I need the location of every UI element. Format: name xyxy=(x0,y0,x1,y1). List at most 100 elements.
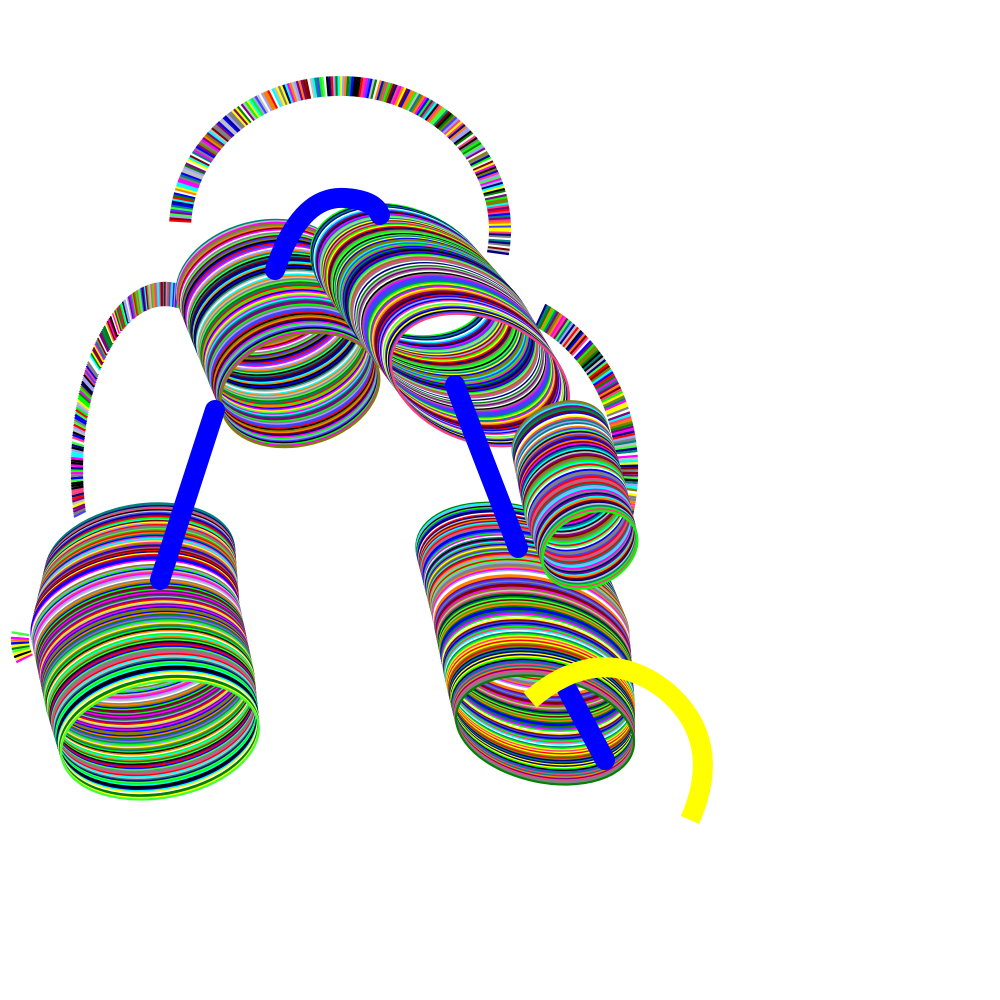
ribbon-loop-right-arc-stripe xyxy=(554,319,571,341)
ribbon-loop-left-arc-stripe xyxy=(70,459,84,463)
ribbon-loop-right-arc-stripe xyxy=(608,413,631,424)
ribbon-loop-stripe xyxy=(244,100,259,119)
ribbon-loop-stripe xyxy=(397,88,409,108)
ribbon-loop-right-arc-stripe xyxy=(546,312,561,335)
ribbon-loop-stripe xyxy=(186,160,208,172)
ribbon-loop-stripe xyxy=(219,119,237,136)
ribbon-loop-stripe xyxy=(345,76,350,97)
ribbon-loop-stripe xyxy=(464,145,485,159)
ribbon-loop-stripe xyxy=(170,210,193,216)
ribbon-loop-left-arc-stripe xyxy=(87,360,99,377)
ribbon-loop-stripe xyxy=(456,133,475,148)
ribbon-loop-stripe xyxy=(426,104,442,123)
ribbon-loop-left-arc-stripe xyxy=(111,312,121,334)
ribbon-loop-left-arc-stripe xyxy=(77,396,91,408)
ribbon-loop-stripe xyxy=(436,112,453,130)
ribbon-loop-stripe xyxy=(412,95,426,115)
ribbon-loop-stripe xyxy=(487,249,510,256)
ribbon-loop-right-arc-stripe xyxy=(597,381,620,396)
ribbon-loop-stripe xyxy=(191,151,213,164)
ribbon-loop-stripe xyxy=(479,175,501,185)
ribbon-loop-stripe xyxy=(395,87,407,107)
ribbon-loop-stripe xyxy=(198,142,218,156)
ribbon-loop-stripe xyxy=(405,91,418,111)
ribbon-loop-stripe xyxy=(424,103,440,122)
ribbon-loop-stripe xyxy=(171,200,194,207)
ribbon-loop-left-arc-stripe xyxy=(75,408,89,419)
ribbon-loop-left-arc-stripe xyxy=(100,330,112,350)
ribbon-loop-left-arc-stripe xyxy=(74,413,88,423)
ribbon-loop-stripe xyxy=(484,191,507,199)
ribbon-loop-right-arc-stripe xyxy=(560,325,578,347)
ribbon-loop-stripe xyxy=(477,169,499,180)
ribbon-loop-stripe xyxy=(185,162,207,174)
ribbon-loop-right-arc-stripe xyxy=(545,311,560,334)
ribbon-loop-stripe xyxy=(267,89,279,109)
ribbon-loop-stripe xyxy=(189,154,211,167)
ribbon-loop-stripe xyxy=(437,113,454,131)
ribbon-loop-stripe xyxy=(304,78,312,99)
ribbon-loop-stripe xyxy=(374,80,382,101)
ribbon-loop-left-arc-stripe xyxy=(87,358,100,375)
ribbon-loop-right-arc-stripe xyxy=(592,371,614,387)
ribbon-loop-stripe xyxy=(487,208,510,214)
ribbon-loop-left-arc-stripe xyxy=(102,326,113,347)
ribbon-loop-left-arc-stripe xyxy=(73,421,87,430)
ribbon-loop-right-arc-stripe xyxy=(605,404,629,416)
ribbon-loop-stripe xyxy=(172,196,195,203)
ribbon-loop-stripe xyxy=(217,121,235,137)
ribbon-loop-stripe xyxy=(238,104,254,123)
ribbon-loop-left-arc-stripe xyxy=(118,304,127,327)
ribbon-loop-left-arc-stripe xyxy=(70,461,84,466)
ribbon-loop-left-arc-stripe xyxy=(97,335,109,354)
ribbon-loop-left-arc-stripe xyxy=(76,403,89,415)
ribbon-loop-stripe xyxy=(488,233,511,237)
ribbon-loop-stripe xyxy=(462,142,482,156)
ribbon-loop-right-arc-stripe xyxy=(543,309,558,333)
ribbon-tail-left-stripe xyxy=(10,636,30,640)
ribbon-loop-left-arc-stripe xyxy=(85,367,98,382)
ribbon-tail-left-stripe xyxy=(12,648,31,656)
ribbon-coil-right-upper-stripe xyxy=(541,510,639,590)
ribbon-loop-left-arc-stripe xyxy=(91,348,104,366)
ribbon-loop-left-arc-stripe xyxy=(112,311,122,333)
ribbon-loop-right-arc-stripe xyxy=(585,356,605,375)
ribbon-loop-left-arc-stripe xyxy=(71,482,84,488)
ribbon-loop-right-arc-stripe xyxy=(562,326,579,348)
ribbon-loop-stripe xyxy=(386,83,396,104)
ribbon-loop-right-arc-stripe xyxy=(563,328,581,349)
ribbon-loop-stripe xyxy=(410,94,424,114)
ribbon-loop-left-arc-stripe xyxy=(125,298,133,321)
ribbon-loop-right-arc-stripe xyxy=(614,447,638,453)
ribbon-loop-stripe xyxy=(487,244,511,249)
ribbon-loop-stripe xyxy=(352,76,357,97)
blue-spine xyxy=(150,187,528,590)
ribbon-loop-stripe xyxy=(446,122,465,139)
ribbon-loop-stripe xyxy=(463,143,484,157)
ribbon-loop-stripe xyxy=(215,122,234,139)
ribbon-loop-stripe xyxy=(205,133,224,148)
blue-spine-end xyxy=(552,670,615,770)
ribbon-loop-stripe xyxy=(384,82,394,103)
ribbon-loop-stripe xyxy=(309,78,316,99)
ribbon-loop-stripe xyxy=(488,212,511,218)
ribbon-loop-stripe xyxy=(486,204,509,210)
ribbon-loop-right-arc-stripe xyxy=(577,345,597,365)
ribbon-loop-stripe xyxy=(200,138,221,153)
ribbon-loop-right-arc-stripe xyxy=(602,392,624,406)
ribbon-loop-left-arc-stripe xyxy=(72,498,85,506)
ribbon-loop-left-arc-stripe xyxy=(82,376,95,390)
ribbon-loop-stripe xyxy=(258,93,272,113)
ribbon-loop-left-arc-stripe xyxy=(70,473,84,478)
ribbon-loop-left-arc-stripe xyxy=(97,337,108,356)
striped-ribbon-group xyxy=(10,76,639,801)
ribbon-loop-right-arc-stripe xyxy=(569,335,588,355)
ribbon-loop-right-arc-stripe xyxy=(588,362,609,380)
ribbon-loop-left-arc-stripe xyxy=(71,448,84,454)
ribbon-coil-right-upper xyxy=(511,400,639,590)
ribbon-loop-stripe xyxy=(240,103,256,122)
ribbon-loop-stripe xyxy=(321,76,326,97)
ribbon-loop-stripe xyxy=(419,99,434,118)
ribbon-loop-stripe xyxy=(467,150,488,164)
